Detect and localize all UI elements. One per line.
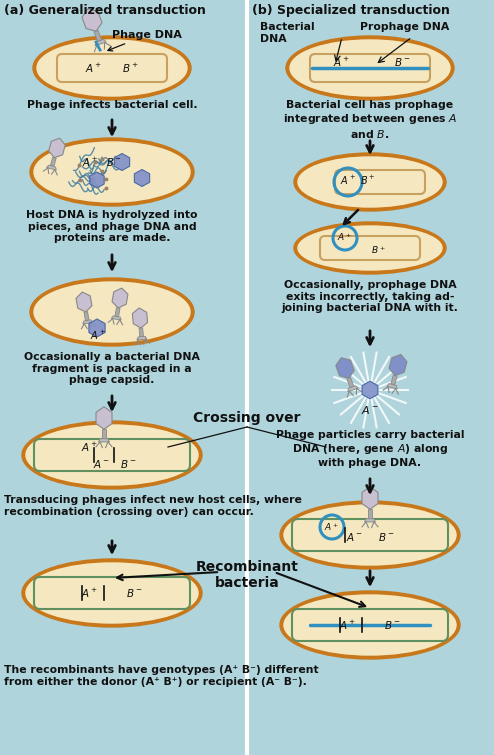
Polygon shape	[387, 384, 397, 389]
Ellipse shape	[286, 36, 454, 100]
Polygon shape	[95, 39, 106, 46]
Polygon shape	[46, 165, 56, 170]
Text: $A^+$: $A^+$	[339, 618, 357, 631]
Text: $B^+$: $B^+$	[370, 244, 385, 256]
Text: $A^+$: $A^+$	[90, 328, 106, 341]
Ellipse shape	[33, 36, 191, 100]
Ellipse shape	[294, 153, 446, 211]
Ellipse shape	[298, 226, 442, 270]
Text: $A^+$: $A^+$	[82, 587, 99, 599]
Polygon shape	[114, 153, 129, 171]
Polygon shape	[89, 319, 105, 337]
Text: Recombinant
bacteria: Recombinant bacteria	[196, 560, 298, 590]
Polygon shape	[134, 170, 150, 186]
Ellipse shape	[22, 559, 202, 627]
Polygon shape	[348, 386, 358, 392]
Text: $A^-$: $A^-$	[93, 458, 111, 470]
Ellipse shape	[284, 595, 456, 655]
Text: (a) Generalized transduction: (a) Generalized transduction	[4, 4, 206, 17]
Text: $A^+$: $A^+$	[337, 231, 353, 243]
Polygon shape	[362, 381, 378, 399]
Polygon shape	[139, 328, 143, 337]
Text: Phage infects bacterial cell.: Phage infects bacterial cell.	[27, 100, 197, 110]
Text: The recombinants have genotypes (A⁺ B⁻) different
from either the donor (A⁺ B⁺) : The recombinants have genotypes (A⁺ B⁻) …	[4, 665, 319, 686]
Text: $A^+$: $A^+$	[325, 521, 339, 533]
Ellipse shape	[34, 282, 190, 342]
Text: $B^-$: $B^-$	[378, 531, 394, 543]
Polygon shape	[137, 336, 147, 340]
Polygon shape	[102, 429, 106, 439]
Polygon shape	[132, 308, 148, 328]
Text: $A^-$: $A^-$	[346, 531, 364, 543]
Polygon shape	[362, 487, 378, 509]
Polygon shape	[98, 439, 110, 442]
Polygon shape	[49, 138, 65, 158]
Text: $B^-$: $B^-$	[120, 458, 136, 470]
Text: $B^-$: $B^-$	[106, 156, 122, 168]
Ellipse shape	[280, 501, 460, 569]
Text: Crossing over: Crossing over	[193, 411, 301, 425]
Text: $B^+$: $B^+$	[360, 174, 376, 186]
Polygon shape	[389, 354, 407, 375]
Polygon shape	[96, 407, 112, 429]
Text: $A^+$: $A^+$	[85, 61, 103, 75]
Text: (b) Specialized transduction: (b) Specialized transduction	[252, 4, 450, 17]
Ellipse shape	[298, 157, 442, 207]
Text: $A^+$: $A^+$	[82, 156, 98, 168]
Text: $A^+$: $A^+$	[82, 440, 99, 454]
Ellipse shape	[30, 138, 194, 206]
Text: $B^-$: $B^-$	[125, 587, 142, 599]
Polygon shape	[111, 316, 121, 320]
Text: Bacterial cell has prophage
integrated between genes $A$
and $B$.: Bacterial cell has prophage integrated b…	[283, 100, 457, 140]
Polygon shape	[112, 288, 128, 308]
Polygon shape	[365, 519, 375, 522]
Ellipse shape	[280, 591, 460, 659]
Ellipse shape	[34, 142, 190, 202]
Polygon shape	[90, 172, 104, 188]
Polygon shape	[50, 157, 56, 167]
Ellipse shape	[22, 421, 202, 489]
Polygon shape	[76, 292, 92, 312]
Polygon shape	[115, 307, 120, 317]
Text: $B^-$: $B^-$	[394, 56, 411, 68]
Text: Occasionally a bacterial DNA
fragment is packaged in a
phage capsid.: Occasionally a bacterial DNA fragment is…	[24, 352, 200, 385]
Polygon shape	[94, 30, 102, 42]
Text: Phage particles carry bacterial
DNA (here, gene $A$) along
with phage DNA.: Phage particles carry bacterial DNA (her…	[276, 430, 464, 467]
Text: Prophage DNA: Prophage DNA	[360, 22, 449, 32]
Ellipse shape	[284, 505, 456, 565]
Text: $B^+$: $B^+$	[122, 61, 138, 75]
Ellipse shape	[294, 222, 446, 274]
Polygon shape	[347, 378, 354, 388]
Ellipse shape	[26, 425, 198, 485]
Text: Bacterial
DNA: Bacterial DNA	[260, 22, 315, 44]
Ellipse shape	[37, 40, 187, 96]
Polygon shape	[368, 509, 372, 519]
Ellipse shape	[26, 563, 198, 623]
Polygon shape	[84, 312, 89, 321]
Polygon shape	[83, 320, 93, 324]
Ellipse shape	[290, 40, 450, 96]
Polygon shape	[391, 375, 397, 385]
Text: $A^-$: $A^-$	[361, 404, 379, 416]
Ellipse shape	[30, 278, 194, 346]
Text: Transducing phages infect new host cells, where
recombination (crossing over) ca: Transducing phages infect new host cells…	[4, 495, 302, 516]
Text: Occasionally, prophage DNA
exits incorrectly, taking ad-
joining bacterial DNA w: Occasionally, prophage DNA exits incorre…	[282, 280, 458, 313]
Text: $A^+$: $A^+$	[333, 55, 351, 69]
Text: Phage DNA: Phage DNA	[108, 30, 182, 51]
Text: $B^-$: $B^-$	[384, 619, 400, 631]
Polygon shape	[336, 358, 354, 378]
Text: $A^+$: $A^+$	[340, 174, 356, 186]
Polygon shape	[82, 9, 102, 31]
Text: Host DNA is hydrolyzed into
pieces, and phage DNA and
proteins are made.: Host DNA is hydrolyzed into pieces, and …	[26, 210, 198, 243]
